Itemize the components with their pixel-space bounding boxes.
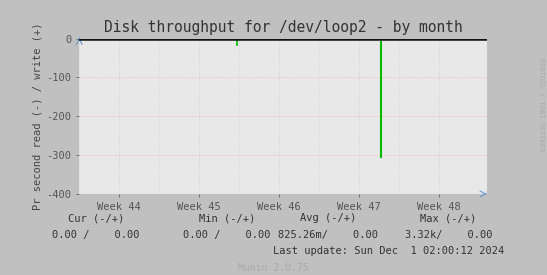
Text: 825.26m/    0.00: 825.26m/ 0.00 — [278, 230, 378, 240]
Y-axis label: Pr second read (-) / write (+): Pr second read (-) / write (+) — [32, 23, 43, 210]
Text: 3.32k/    0.00: 3.32k/ 0.00 — [405, 230, 492, 240]
Text: Cur (-/+): Cur (-/+) — [68, 213, 124, 223]
Text: Last update: Sun Dec  1 02:00:12 2024: Last update: Sun Dec 1 02:00:12 2024 — [273, 246, 504, 256]
Text: Munin 2.0.75: Munin 2.0.75 — [238, 263, 309, 273]
Text: Max (-/+): Max (-/+) — [421, 213, 476, 223]
Text: 0.00 /    0.00: 0.00 / 0.00 — [183, 230, 271, 240]
Text: 0.00 /    0.00: 0.00 / 0.00 — [52, 230, 139, 240]
Title: Disk throughput for /dev/loop2 - by month: Disk throughput for /dev/loop2 - by mont… — [104, 20, 462, 35]
Text: Min (-/+): Min (-/+) — [199, 213, 255, 223]
Text: RRDTOOL / TOBI OETIKER: RRDTOOL / TOBI OETIKER — [538, 58, 544, 151]
Text: Avg (-/+): Avg (-/+) — [300, 213, 356, 223]
